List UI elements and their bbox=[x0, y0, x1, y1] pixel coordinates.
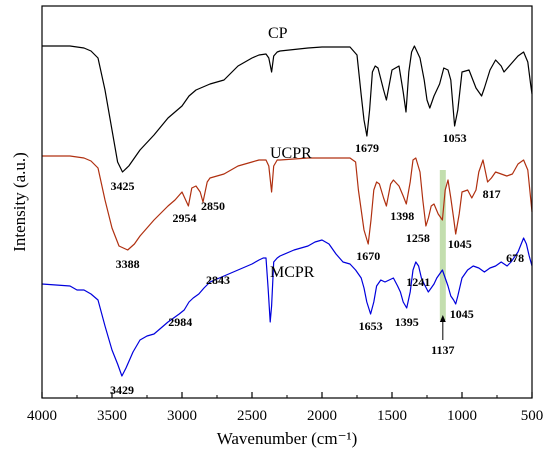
x-tick-label: 1500 bbox=[377, 408, 407, 424]
peak-label-mcpr-2984: 2984 bbox=[168, 315, 192, 329]
series-line-ucpr bbox=[42, 155, 533, 251]
peak-label-ucpr-2954: 2954 bbox=[172, 211, 196, 225]
x-axis-title: Wavenumber (cm⁻¹) bbox=[217, 429, 358, 448]
series-line-cp bbox=[42, 45, 533, 173]
peak-label-ucpr-3388: 3388 bbox=[116, 257, 140, 271]
series-label-ucpr: UCPR bbox=[270, 145, 312, 162]
annotation-layer: CP UCPR MCPR 3425 1679 1053 3388 2954 2850 1670 13… bbox=[110, 25, 524, 397]
peak-label-mcpr-1137: 1137 bbox=[431, 343, 454, 357]
peak-label-ucpr-2850: 2850 bbox=[201, 199, 225, 213]
peak-label-mcpr-1241: 1241 bbox=[406, 275, 430, 289]
peak-label-mcpr-1653: 1653 bbox=[359, 319, 383, 333]
highlight-band bbox=[439, 170, 446, 320]
peak-label-ucpr-1398: 1398 bbox=[390, 209, 414, 223]
series-label-cp: CP bbox=[268, 25, 288, 42]
peak-label-mcpr-678: 678 bbox=[506, 251, 524, 265]
x-tick-label: 500 bbox=[521, 408, 544, 424]
peak-label-ucpr-817: 817 bbox=[483, 187, 501, 201]
peak-label-mcpr-1045: 1045 bbox=[450, 307, 474, 321]
series-layer bbox=[41, 45, 533, 377]
y-axis-title: Intensity (a.u.) bbox=[10, 152, 29, 252]
peak-label-ucpr-1670: 1670 bbox=[356, 249, 380, 263]
x-axis-ticks: 4000 3500 3000 2500 2000 1500 1000 500 bbox=[27, 392, 543, 424]
plot-frame bbox=[41, 5, 533, 399]
peak-label-mcpr-2843: 2843 bbox=[206, 273, 230, 287]
peak-label-cp-1679: 1679 bbox=[355, 141, 379, 155]
x-tick-label: 2000 bbox=[307, 408, 337, 424]
series-line-mcpr bbox=[41, 237, 533, 377]
x-tick-label: 2500 bbox=[237, 408, 267, 424]
peak-label-ucpr-1258: 1258 bbox=[406, 231, 430, 245]
x-tick-label: 3000 bbox=[167, 408, 197, 424]
x-tick-label: 3500 bbox=[97, 408, 127, 424]
annotation-arrow-head bbox=[439, 315, 446, 322]
x-tick-label: 4000 bbox=[27, 408, 57, 424]
peak-label-cp-3425: 3425 bbox=[111, 179, 135, 193]
peak-label-ucpr-1045: 1045 bbox=[448, 237, 472, 251]
peak-label-mcpr-1395: 1395 bbox=[395, 315, 419, 329]
highlight-band-layer bbox=[439, 170, 446, 320]
peak-label-mcpr-3429: 3429 bbox=[110, 383, 134, 397]
series-label-mcpr: MCPR bbox=[270, 264, 315, 281]
x-tick-label: 1000 bbox=[447, 408, 477, 424]
peak-label-cp-1053: 1053 bbox=[443, 131, 467, 145]
